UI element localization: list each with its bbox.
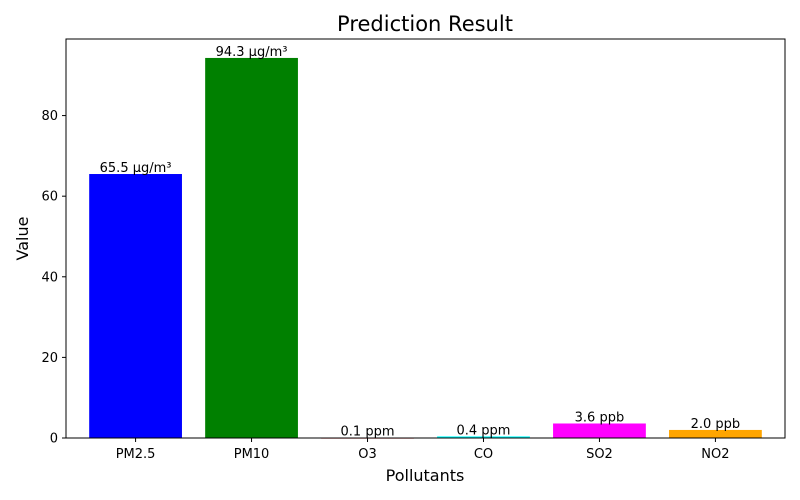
x-axis-title: Pollutants (386, 466, 465, 485)
y-tick-label: 20 (41, 351, 58, 366)
y-tick-label: 80 (41, 109, 58, 124)
x-tick-label: PM10 (234, 447, 270, 462)
bar-pm10 (205, 57, 298, 439)
y-tick-label: 60 (41, 190, 58, 205)
x-tick-label: CO (474, 447, 493, 462)
x-axis-ticks: PM2.5 PM10 O3 CO SO2 NO2 (116, 438, 730, 462)
x-tick-label: O3 (358, 447, 377, 462)
y-tick-label: 40 (41, 270, 58, 285)
data-label: 94.3 μg/m³ (216, 45, 288, 60)
bar-pm25 (89, 174, 182, 439)
bar-so2 (553, 423, 646, 438)
y-axis-title: Value (13, 217, 32, 261)
data-labels-group: 65.5 μg/m³ 94.3 μg/m³ 0.1 ppm 0.4 ppm 3.6 pp… (100, 45, 741, 440)
y-axis-ticks: 0 20 40 60 80 (41, 109, 66, 447)
x-tick-label: SO2 (586, 447, 613, 462)
chart-title: Prediction Result (337, 12, 513, 36)
x-tick-label: PM2.5 (116, 447, 156, 462)
bars-group (89, 57, 762, 439)
bar-no2 (669, 429, 762, 438)
bar-co (437, 436, 530, 438)
data-label: 2.0 ppb (691, 417, 741, 432)
x-tick-label: NO2 (701, 447, 729, 462)
data-label: 0.4 ppm (456, 423, 510, 438)
y-tick-label: 0 (50, 432, 58, 447)
data-label: 3.6 ppb (575, 410, 625, 425)
plot-frame (65, 38, 786, 439)
data-label: 0.1 ppm (341, 425, 395, 440)
data-label: 65.5 μg/m³ (100, 161, 172, 176)
